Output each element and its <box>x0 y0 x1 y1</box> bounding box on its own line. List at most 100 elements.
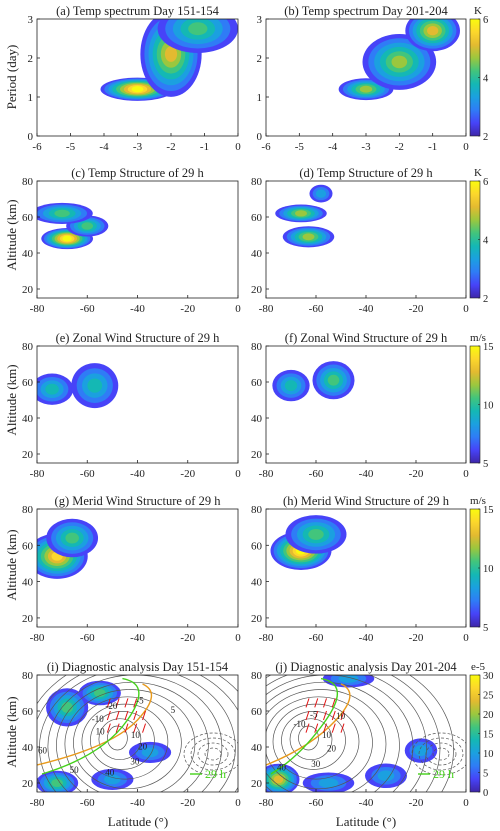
flux-arrow-i-1 <box>115 723 120 733</box>
heatmap-level-e-0-3 <box>45 383 59 395</box>
xtick-label-h-1: -60 <box>309 632 324 644</box>
contour-line-i-4 <box>73 696 182 790</box>
contour-line-i-3 <box>81 703 169 780</box>
heatmap-level-c-0-8 <box>62 235 72 242</box>
panel-title-f: (f) Zonal Wind Structure of 29 h <box>285 331 448 345</box>
heatmap-level-j-0-6 <box>273 775 284 784</box>
colorbar-j: 0 5 10 15 20 25 30e-5 <box>469 661 494 799</box>
xtick-label-i-2: -40 <box>130 797 145 809</box>
panel-title-i: (i) Diagnostic analysis Day 151-154 <box>47 660 229 674</box>
panel-h: -80 -60 -40 -20 0 20 40 60 80 (h) Merid Wind Stru… <box>251 494 469 644</box>
xtick-label-d-2: -40 <box>359 303 374 315</box>
xlabel-latitude-i: Latitude (°) <box>108 814 168 829</box>
annotation-i: 29 h <box>205 767 226 781</box>
ytick-label-b-0: 0 <box>257 131 263 143</box>
ytick-label-d-1: 40 <box>251 248 263 260</box>
contour-label-i-8: -20 <box>105 701 117 711</box>
xtick-label-b-2: -4 <box>328 141 338 153</box>
ytick-label-f-2: 60 <box>251 377 263 389</box>
axes-frame-e <box>36 345 239 464</box>
heatmap-level-i-4-2 <box>141 747 159 758</box>
xtick-label-f-0: -80 <box>259 468 274 480</box>
colorbar-tick-label-h-0: 5 <box>483 623 488 634</box>
xtick-label-a-4: -2 <box>166 141 175 153</box>
flux-arrow-j-7 <box>323 710 327 721</box>
xtick-label-h-4: 0 <box>463 632 469 644</box>
colorbar-tick-label-j-5: 25 <box>483 691 494 702</box>
contour-line-i-1 <box>98 718 142 761</box>
flux-arrow-i-8 <box>133 710 138 721</box>
ytick-label-a-1: 1 <box>28 92 34 104</box>
panel-title-j: (j) Diagnostic analysis Day 201-204 <box>275 660 457 674</box>
xtick-label-e-2: -40 <box>130 468 145 480</box>
ytick-label-j-1: 40 <box>251 742 263 754</box>
xtick-label-j-4: 0 <box>463 797 469 809</box>
ytick-label-h-3: 80 <box>251 504 263 516</box>
heatmap-level-d-1-5 <box>295 210 307 217</box>
green-line-j <box>270 677 338 775</box>
panel-g: -80 -60 -40 -20 0 20 40 60 80 (g) Merid Wind Stru… <box>22 494 241 644</box>
colorbar-unit-d: K <box>474 167 482 179</box>
heatmap-level-j-1-2 <box>318 778 339 788</box>
colorbar-b: 2 4 6K <box>469 5 489 143</box>
heatmap-level-a-0-8 <box>131 86 144 93</box>
heatmap-level-b-2-6 <box>427 26 439 36</box>
contour-label-i-0: 10 <box>131 730 141 740</box>
contour-line-j-9 <box>266 675 441 792</box>
axes-frame-f <box>265 345 467 464</box>
flux-arrow-i-7 <box>124 710 129 721</box>
contour-label-i-1: 20 <box>138 741 148 751</box>
xtick-label-b-1: -5 <box>295 141 305 153</box>
contour-line-j-7 <box>266 675 414 792</box>
xtick-label-b-3: -3 <box>361 141 371 153</box>
panel-title-d: (d) Temp Structure of 29 h <box>299 166 433 180</box>
ytick-label-e-0: 20 <box>22 449 34 461</box>
heatmap-level-d-0-5 <box>302 233 315 241</box>
colorbar-h: 5 10 15m/s <box>469 495 494 634</box>
flux-arrow-i-10 <box>106 698 111 708</box>
heatmap-level-a-2-4 <box>188 22 208 36</box>
orange-line-i <box>37 683 153 766</box>
ylabel-altitude-i: Altitude (km) <box>4 696 19 767</box>
xtick-label-g-2: -40 <box>130 632 145 644</box>
xtick-label-f-3: -20 <box>409 468 424 480</box>
ylabel-altitude-g: Altitude (km) <box>4 529 19 600</box>
xtick-label-f-1: -60 <box>309 468 324 480</box>
contour-line-i-8 <box>39 675 236 792</box>
contour-label-i-2: 30 <box>130 757 140 767</box>
neg-contour-i-0 <box>204 747 222 761</box>
xtick-label-i-1: -60 <box>80 797 95 809</box>
xtick-label-b-5: -1 <box>428 141 437 153</box>
contour-label-i-3: 40 <box>105 767 115 777</box>
heatmap-level-c-2-4 <box>54 209 70 218</box>
xtick-label-h-0: -80 <box>259 632 274 644</box>
xtick-label-e-0: -80 <box>30 468 45 480</box>
xtick-label-f-2: -40 <box>359 468 374 480</box>
flux-arrow-j-10 <box>305 698 310 708</box>
heatmap-level-j-4-2 <box>414 745 428 757</box>
flux-arrow-i-12 <box>124 698 129 708</box>
colorbar-tick-label-h-2: 15 <box>483 505 494 516</box>
contour-line-j-4 <box>266 696 373 790</box>
ytick-label-c-0: 20 <box>22 284 34 296</box>
contour-label-i-7: -10 <box>92 714 104 724</box>
ytick-label-b-1: 1 <box>257 92 263 104</box>
xtick-label-e-1: -60 <box>80 468 95 480</box>
contour-label-j-8: 10 <box>336 711 346 721</box>
contour-line-j-8 <box>266 675 427 792</box>
xtick-label-a-6: 0 <box>235 141 241 153</box>
xtick-label-c-3: -20 <box>180 303 195 315</box>
ytick-label-d-2: 60 <box>251 212 263 224</box>
colorbar-tick-label-b-2: 6 <box>483 15 488 26</box>
flux-arrow-j-11 <box>314 698 319 708</box>
heatmap-level-b-1-5 <box>391 55 408 69</box>
flux-arrow-i-0 <box>106 723 111 733</box>
ytick-label-c-1: 40 <box>22 248 34 260</box>
colorbar-d: 2 4 6K <box>469 167 489 305</box>
ytick-label-i-3: 80 <box>22 670 34 682</box>
xtick-label-a-1: -5 <box>66 141 76 153</box>
ytick-label-c-2: 60 <box>22 212 34 224</box>
colorbar-tick-label-f-0: 5 <box>483 459 488 470</box>
flux-arrow-i-6 <box>115 710 120 721</box>
xtick-label-g-1: -60 <box>80 632 95 644</box>
